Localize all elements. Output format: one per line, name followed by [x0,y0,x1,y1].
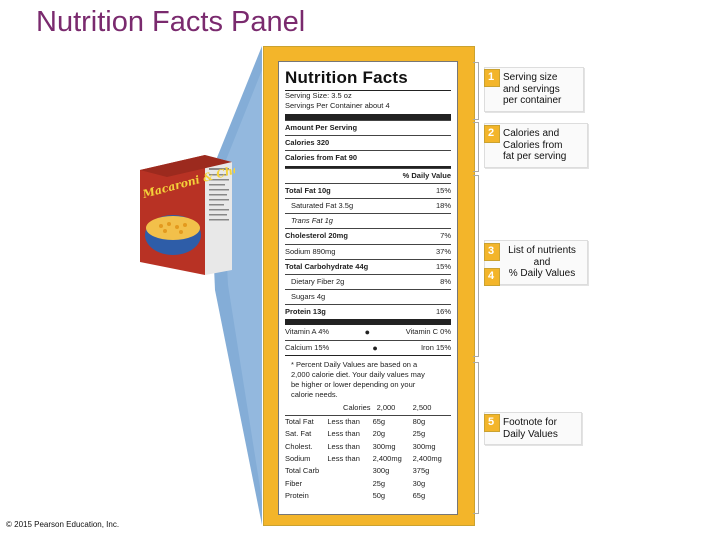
vitamin-row: Vitamin A 4% ● Vitamin C 0% [285,325,451,340]
nutrient-row: Total Carbohydrate 44g 15% [285,258,451,274]
nutrient-row: Sugars 4g [285,289,451,304]
callout-text-3: List of nutrients and% Daily Values [484,240,588,285]
vitamin-row: Calcium 15% ● Iron 15% [285,339,451,356]
table-row: Protein 50g 65g [285,491,426,501]
serving-size: Serving Size: 3.5 oz [285,91,352,100]
daily-value-header: % Daily Value [285,167,451,183]
calories-from-fat-row: Calories from Fat 90 [285,150,451,165]
macaroni-box-image: Macaroni & Cheese [140,155,235,275]
nutrient-row: Sodium 890mg 37% [285,243,451,259]
callout-text-2: Calories and Calories from fat per serving [484,123,588,168]
table-row: Fiber 25g 30g [285,478,426,488]
table-row: Sodium Less than 2,400mg 2,400mg [285,454,442,464]
nutrient-row: Trans Fat 1g [285,213,451,228]
nutrient-row: Saturated Fat 3.5g 18% [285,197,451,213]
slide-title: Nutrition Facts Panel [36,6,306,38]
nutrient-row: Protein 13g 16% [285,304,451,319]
footnote: * Percent Daily Values are based on a 2,… [291,360,425,400]
callout-text-5: Footnote for Daily Values [484,412,582,445]
callout-badge-4: 4 [484,268,500,286]
nutrient-row: Dietary Fiber 2g 8% [285,273,451,289]
nutrition-label: Nutrition Facts Serving Size: 3.5 oz Ser… [278,61,458,515]
callout-text-1: Serving size and servings per container [484,67,584,112]
footnote-table: Calories 2,000 2,500 Total Fat Less than 6… [285,402,451,502]
bracket-1 [473,62,479,120]
table-row: Total Carb 300g 375g [285,466,430,476]
table-row: Cholest. Less than 300mg 300mg [285,441,436,451]
callout-badge-1: 1 [484,69,500,87]
copyright-text: © 2015 Pearson Education, Inc. [6,520,120,529]
callout-badge-3: 3 [484,243,500,261]
bracket-5 [473,362,479,514]
callout-badge-2: 2 [484,125,500,143]
table-row: Total Fat Less than 65g 80g [285,416,426,426]
bullet-icon: ● [372,342,378,353]
table-row: Sat. Fat Less than 20g 25g [285,429,426,439]
label-title: Nutrition Facts [285,68,408,87]
footnote-table-header: Calories 2,000 2,500 [285,402,451,416]
servings-per-container: Servings Per Container about 4 [285,101,390,110]
bullet-icon: ● [364,327,371,338]
amount-per-serving: Amount Per Serving [285,120,451,135]
nutrient-row: Cholesterol 20mg 7% [285,228,451,243]
bracket-3 [473,175,479,357]
bracket-2 [473,122,479,172]
calories-row: Calories 320 [285,135,451,150]
nutrient-row: Total Fat 10g 15% [285,182,451,198]
callout-badge-5: 5 [484,414,500,432]
